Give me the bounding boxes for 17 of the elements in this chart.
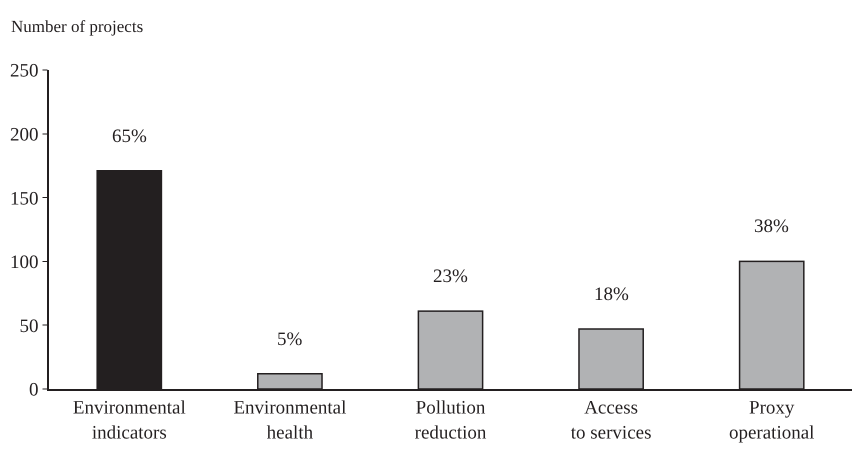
annotation: 65%	[112, 126, 147, 147]
x-tick-label: Proxy operational	[728, 398, 814, 444]
annotation: 38%	[754, 216, 789, 237]
x-tick-label: Access to services	[570, 398, 652, 444]
y-tick-label: 0	[28, 380, 38, 401]
y-tick-label: 50	[19, 316, 38, 337]
y-tick-label: 150	[10, 188, 38, 210]
x-tick-label: Environmental indicators	[72, 398, 186, 444]
y-tick-label: 200	[10, 124, 38, 146]
annotation: 18%	[594, 284, 629, 305]
annotation: 5%	[277, 329, 302, 350]
y-axis-title: Number of projects	[11, 17, 144, 36]
x-tick-label: Pollution reduction	[414, 398, 487, 444]
annotation: 23%	[433, 266, 468, 287]
x-tick-label: Environmental health	[233, 398, 346, 444]
y-tick-label: 100	[10, 252, 38, 274]
y-tick-label: 250	[10, 60, 38, 82]
